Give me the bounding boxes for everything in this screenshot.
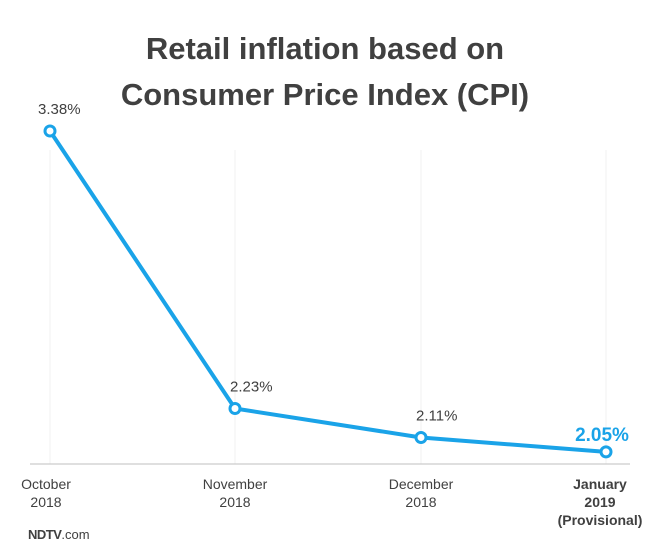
data-label-2: 2.11% [416,408,457,425]
series-line [48,129,608,454]
x-tick-label-2-1: 2018 [405,494,436,510]
x-tick-label-1-1: 2018 [219,494,250,510]
x-tick-label-3-1: 2019 [584,494,615,510]
chart-title-line-2: Consumer Price Index (CPI) [120,77,530,112]
data-label-0: 3.38% [38,101,81,118]
x-tick-label-0-0: October [21,476,71,492]
data-point-3 [599,445,613,459]
x-tick-label-3-2: (Provisional) [558,512,643,528]
x-tick-label-1-0: November [203,476,268,492]
data-label-3: 2.05% [575,425,629,446]
brand-logo-bold: NDTV [28,527,62,542]
data-label-1: 2.23% [230,379,273,396]
x-tick-label-2-0: December [389,476,454,492]
data-point-1 [228,402,242,415]
x-tick-label-0-1: 2018 [30,494,61,510]
brand-logo: NDTV.com [28,527,90,542]
chart-title-line-1: Retail inflation based on [145,31,505,66]
data-point-2 [414,431,428,444]
data-point-0 [43,124,57,138]
chart-title: Retail inflation based on Consumer Price… [0,26,650,118]
x-tick-label-3-0: January [573,476,627,492]
brand-logo-suffix: .com [61,527,90,542]
